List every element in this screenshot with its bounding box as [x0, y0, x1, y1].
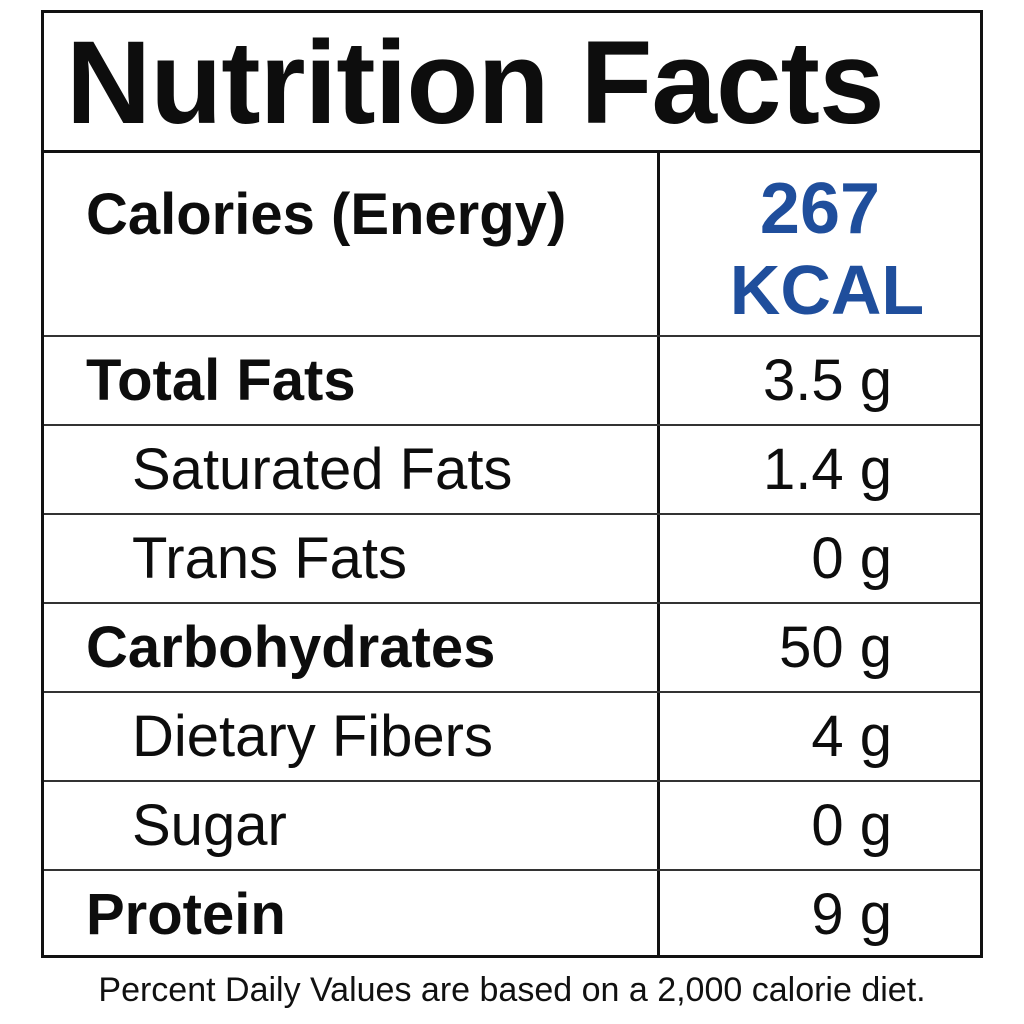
nutrient-amount: 0 g — [811, 793, 892, 858]
nutrient-amount: 1.4 g — [763, 437, 892, 502]
calories-value: 267 — [759, 169, 881, 249]
footnote: Percent Daily Values are based on a 2,00… — [98, 971, 926, 1009]
nutrient-label: Carbohydrates — [86, 615, 496, 680]
nutrient-amount: 50 g — [779, 615, 892, 680]
nutrient-row-saturated-fats: Saturated Fats 1.4 g — [44, 426, 980, 515]
nutrient-row-sugar: Sugar 0 g — [44, 782, 980, 871]
nutrient-amount: 4 g — [811, 704, 892, 769]
nutrient-amount: 9 g — [811, 882, 892, 947]
nutrient-amount: 3.5 g — [763, 348, 892, 413]
nutrient-row-total-fats: Total Fats 3.5 g — [44, 337, 980, 426]
nutrient-label: Total Fats — [86, 348, 356, 413]
label-title: Nutrition Facts — [66, 17, 885, 149]
column-divider — [657, 153, 660, 955]
nutrient-label: Saturated Fats — [132, 437, 513, 502]
nutrient-label: Trans Fats — [132, 526, 408, 591]
calories-row: Calories (Energy) 267 KCAL — [44, 153, 980, 337]
nutrition-label: Nutrition Facts Calories (Energy) 267 KC… — [41, 10, 983, 958]
nutrient-row-protein: Protein 9 g — [44, 871, 980, 955]
nutrient-row-trans-fats: Trans Fats 0 g — [44, 515, 980, 604]
nutrient-amount: 0 g — [811, 526, 892, 591]
nutrient-row-dietary-fibers: Dietary Fibers 4 g — [44, 693, 980, 782]
nutrient-label: Dietary Fibers — [132, 704, 493, 769]
nutrient-label: Sugar — [132, 793, 287, 858]
calories-label: Calories (Energy) — [86, 182, 567, 247]
nutrient-label: Protein — [86, 882, 286, 947]
calories-unit: KCAL — [729, 251, 925, 329]
nutrient-row-carbohydrates: Carbohydrates 50 g — [44, 604, 980, 693]
title-row: Nutrition Facts — [44, 13, 980, 153]
